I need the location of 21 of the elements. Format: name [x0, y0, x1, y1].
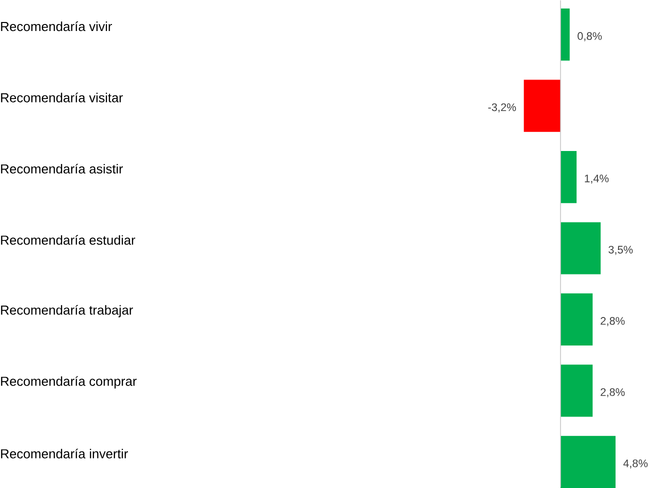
y-tick-label: Recomendaría vivir — [1, 21, 112, 32]
bar — [560, 293, 593, 346]
data-label: 2,8% — [600, 388, 625, 398]
bar — [524, 80, 561, 132]
bar — [560, 436, 616, 488]
bar — [560, 364, 593, 417]
data-label: 0,8% — [578, 32, 602, 42]
data-label: 2,8% — [600, 317, 625, 326]
y-tick-label: Recomendaría asistir — [1, 164, 123, 174]
y-tick-label: Recomendaría invertir — [1, 448, 128, 458]
data-label: -3,2% — [488, 103, 516, 112]
y-tick-label: Recomendaría estudiar — [1, 235, 136, 245]
bar — [560, 222, 601, 274]
bar — [560, 150, 577, 204]
bar — [560, 8, 570, 61]
data-label: 3,5% — [608, 246, 633, 255]
y-tick-label: Recomendaría visitar — [1, 92, 123, 102]
y-tick-label: Recomendaría comprar — [1, 376, 137, 389]
data-label: 4,8% — [623, 459, 648, 469]
y-tick-label: Recomendaría trabajar — [1, 305, 133, 318]
data-label: 1,4% — [584, 174, 609, 184]
